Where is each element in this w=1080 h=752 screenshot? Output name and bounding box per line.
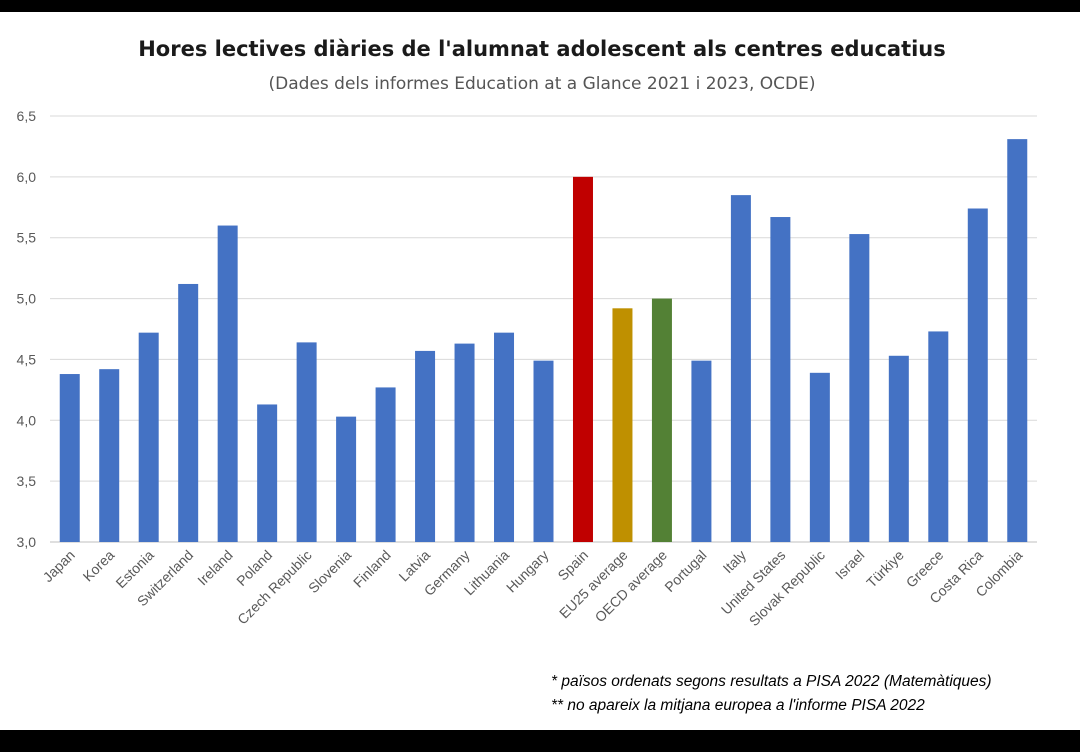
x-tick-label: Spain — [554, 547, 591, 584]
bar-czech-republic — [296, 342, 317, 542]
y-tick-label: 4,5 — [17, 351, 37, 367]
bar-oecd-average — [651, 298, 672, 542]
x-tick-label: Korea — [80, 547, 118, 585]
y-tick-label: 5,5 — [17, 230, 37, 246]
x-tick-label: Slovenia — [305, 547, 354, 596]
x-tick-label: Hungary — [503, 547, 552, 596]
bar-colombia — [1007, 139, 1028, 542]
x-axis-ticks: Japan KoreaEstoniaSwitzerlandIrelandPolan… — [40, 547, 1026, 629]
bar-japan — [59, 374, 80, 542]
x-tick-label: Japan — [40, 547, 78, 585]
y-tick-label: 4,0 — [17, 412, 37, 428]
y-tick-label: 6,0 — [17, 169, 37, 185]
bar-eu25-average — [612, 308, 633, 542]
bar-germany — [454, 343, 475, 542]
y-axis-ticks: 3,0 3,5 4,0 4,5 5,0 5,5 6,0 6,5 — [17, 108, 37, 550]
y-tick-label: 3,0 — [17, 534, 37, 550]
x-tick-label: Italy — [720, 547, 749, 576]
bar-t-rkiye — [888, 355, 909, 542]
x-tick-label: Portugal — [661, 547, 709, 595]
x-tick-label: Ireland — [194, 547, 236, 589]
bar-poland — [257, 404, 278, 542]
bar-estonia — [138, 332, 159, 542]
y-tick-label: 5,0 — [17, 291, 37, 307]
chart-frame: Hores lectives diàries de l'alumnat adol… — [0, 12, 1080, 730]
x-tick-label: Türkiye — [863, 547, 907, 591]
footnote-2: ** no apareix la mitjana europea a l'inf… — [551, 697, 925, 714]
bar-latvia — [415, 350, 436, 542]
bar-lithuania — [494, 332, 515, 542]
y-tick-label: 6,5 — [17, 108, 37, 124]
chart-subtitle: (Dades dels informes Education at a Glan… — [269, 74, 816, 94]
y-tick-label: 3,5 — [17, 473, 37, 489]
bar-hungary — [533, 360, 554, 542]
bar-slovenia — [336, 416, 357, 542]
bar-ireland — [217, 225, 238, 543]
bar-israel — [849, 234, 870, 542]
bar-finland — [375, 387, 396, 542]
bar-united-states — [770, 217, 791, 542]
bar-costa-rica — [967, 208, 988, 542]
bar-slovak-republic — [809, 372, 830, 542]
x-tick-label: OECD average — [592, 547, 671, 626]
x-tick-label: Finland — [350, 547, 394, 591]
x-tick-label: Latvia — [395, 547, 433, 585]
bars — [59, 139, 1028, 543]
bar-switzerland — [178, 283, 199, 542]
bar-italy — [730, 195, 751, 542]
bar-spain — [572, 176, 593, 542]
chart-title: Hores lectives diàries de l'alumnat adol… — [138, 37, 946, 61]
bar-greece — [928, 331, 949, 542]
bar-portugal — [691, 360, 712, 542]
x-tick-label: EU25 average — [556, 547, 631, 622]
bar-chart: Hores lectives diàries de l'alumnat adol… — [17, 37, 1037, 714]
footnote-1: * països ordenats segons resultats a PIS… — [551, 673, 992, 690]
bar-korea — [99, 369, 120, 542]
x-tick-label: Israel — [832, 547, 868, 583]
